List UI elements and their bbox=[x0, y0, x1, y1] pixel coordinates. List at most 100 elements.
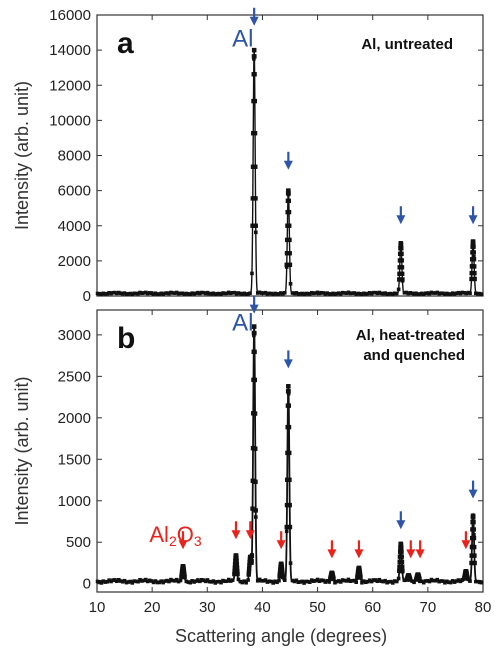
phase-label-part: O bbox=[177, 522, 194, 547]
data-point bbox=[267, 579, 272, 584]
data-point bbox=[348, 579, 353, 583]
data-point bbox=[242, 579, 247, 583]
data-point bbox=[109, 291, 113, 296]
data-point bbox=[140, 579, 144, 583]
data-point bbox=[116, 577, 121, 582]
data-point bbox=[408, 290, 413, 295]
data-point bbox=[423, 579, 428, 583]
phase-label-part: Al bbox=[149, 522, 169, 547]
data-point bbox=[292, 291, 297, 296]
data-point bbox=[317, 579, 322, 584]
peak-point bbox=[251, 324, 257, 329]
peak-point bbox=[253, 223, 258, 228]
data-point bbox=[402, 578, 407, 583]
data-point bbox=[421, 292, 426, 296]
peak-point bbox=[250, 223, 255, 228]
data-point bbox=[124, 292, 129, 296]
data-point bbox=[128, 579, 133, 584]
peak-point bbox=[246, 572, 251, 577]
peak-point bbox=[469, 553, 474, 558]
data-point bbox=[439, 579, 443, 583]
peak-point bbox=[286, 384, 291, 389]
peak-point bbox=[472, 270, 477, 276]
data-point bbox=[149, 291, 154, 296]
data-point bbox=[433, 291, 438, 295]
data-point bbox=[95, 291, 100, 296]
peak-point bbox=[252, 411, 258, 416]
data-point bbox=[225, 579, 229, 583]
data-point bbox=[151, 580, 156, 585]
data-point bbox=[132, 291, 137, 296]
peak-point bbox=[397, 271, 402, 277]
data-point bbox=[443, 580, 447, 585]
peak-point bbox=[277, 569, 283, 575]
data-point bbox=[99, 292, 104, 297]
data-point bbox=[373, 578, 378, 582]
data-point bbox=[194, 579, 198, 583]
data-point bbox=[188, 292, 192, 296]
peak-point bbox=[328, 576, 333, 582]
y-tick-label: 8000 bbox=[58, 148, 91, 165]
data-point bbox=[215, 579, 220, 584]
peak-arrow-head bbox=[468, 489, 478, 499]
peak-point bbox=[399, 265, 405, 270]
data-point bbox=[325, 291, 330, 295]
data-point bbox=[292, 579, 297, 584]
data-point bbox=[327, 580, 331, 584]
data-point bbox=[265, 292, 270, 296]
data-point bbox=[259, 291, 264, 295]
data-point bbox=[311, 579, 316, 583]
peak-point bbox=[465, 576, 470, 581]
data-point bbox=[421, 580, 426, 585]
y-tick-label: 14000 bbox=[49, 42, 91, 59]
data-point bbox=[254, 515, 258, 519]
data-point bbox=[311, 291, 316, 296]
y-tick-label: 0 bbox=[83, 576, 91, 593]
peak-point bbox=[286, 209, 292, 215]
peak-point bbox=[399, 564, 405, 569]
data-point bbox=[300, 579, 304, 584]
data-point bbox=[192, 292, 196, 296]
data-point bbox=[358, 291, 362, 296]
peak-arrow-head bbox=[461, 540, 471, 550]
data-point bbox=[203, 579, 208, 584]
peak-arrow-head bbox=[283, 160, 293, 170]
data-point bbox=[109, 579, 113, 584]
x-tick-label: 60 bbox=[364, 599, 381, 616]
data-point bbox=[371, 578, 376, 582]
x-tick-label: 80 bbox=[475, 599, 492, 616]
data-point bbox=[352, 291, 357, 295]
peak-point bbox=[399, 246, 404, 251]
data-point bbox=[122, 291, 127, 295]
data-point bbox=[468, 579, 472, 583]
data-point bbox=[323, 580, 328, 584]
data-point bbox=[167, 291, 171, 296]
data-point bbox=[259, 578, 264, 583]
peak-point bbox=[469, 276, 474, 282]
data-point bbox=[111, 290, 115, 295]
panel-letter: b bbox=[117, 322, 135, 355]
x-tick-label: 40 bbox=[254, 599, 271, 616]
data-point bbox=[142, 291, 146, 295]
peak-point bbox=[286, 389, 291, 394]
data-point bbox=[236, 291, 241, 295]
peak-point bbox=[249, 553, 255, 559]
data-point bbox=[213, 581, 218, 585]
data-point bbox=[252, 333, 256, 338]
data-point bbox=[294, 291, 299, 295]
data-point bbox=[337, 291, 341, 295]
data-point bbox=[213, 292, 218, 297]
peak-point bbox=[232, 571, 237, 577]
data-point bbox=[302, 581, 306, 585]
peak-point bbox=[287, 524, 293, 530]
data-point bbox=[101, 579, 106, 583]
data-point bbox=[171, 578, 175, 583]
data-point bbox=[134, 579, 138, 584]
peak-point bbox=[469, 264, 475, 269]
peak-point bbox=[414, 577, 419, 582]
peak-point bbox=[234, 555, 239, 561]
phase-label-al: Al bbox=[232, 26, 253, 53]
data-point bbox=[230, 290, 235, 295]
peak-point bbox=[286, 424, 292, 430]
data-point bbox=[115, 291, 119, 296]
